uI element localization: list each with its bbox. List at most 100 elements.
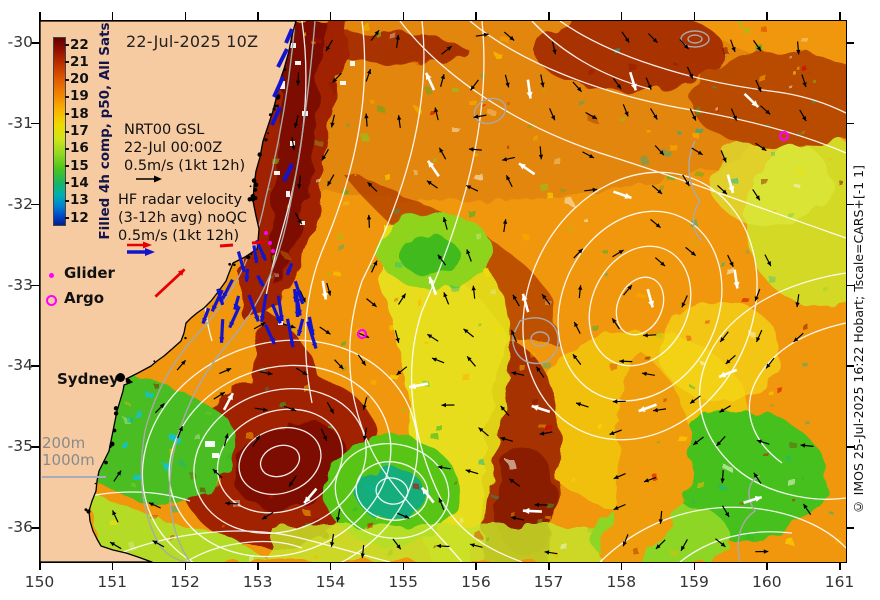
- colorbar-tick: [65, 217, 69, 219]
- y-tick: [31, 365, 39, 367]
- x-tick: [693, 562, 696, 570]
- nrt-line1: NRT00 GSL: [124, 122, 205, 138]
- x-tick-label: 157: [533, 573, 564, 591]
- y-tick: [846, 42, 854, 44]
- nrt-annotation: NRT00 GSL 22-Jul 00:00Z 0.5m/s (1kt 12h): [124, 121, 245, 175]
- colorbar-tick: [65, 61, 69, 64]
- argo-marker-icon: [46, 295, 57, 306]
- nrt-line3: 0.5m/s (1kt 12h): [124, 158, 246, 174]
- x-tick: [548, 562, 550, 570]
- glider-marker-icon: [49, 273, 54, 278]
- argo-label: Argo: [64, 289, 105, 307]
- x-tick: [693, 12, 696, 20]
- x-tick: [402, 562, 405, 570]
- x-tick: [257, 12, 259, 20]
- colorbar-tick-label: 12: [70, 209, 89, 226]
- x-tick: [257, 562, 259, 570]
- colorbar-tick: [65, 182, 69, 185]
- x-tick: [766, 12, 768, 20]
- x-tick: [184, 12, 186, 20]
- y-tick-label: -34: [7, 356, 33, 375]
- nrt-line2: 22-Jul 00:00Z: [124, 140, 223, 156]
- x-tick: [475, 562, 477, 570]
- x-tick-label: 159: [679, 573, 709, 591]
- y-tick: [846, 527, 854, 529]
- y-tick-label: -35: [7, 437, 33, 456]
- x-tick-label: 153: [242, 573, 273, 591]
- y-tick: [31, 203, 39, 206]
- colorbar-tick-label: 19: [70, 88, 89, 105]
- x-tick: [39, 12, 41, 20]
- colorbar-title: Filled 4h comp, p50, All Sats: [97, 22, 113, 240]
- x-tick: [475, 12, 477, 20]
- city-dot-icon: [116, 373, 125, 382]
- x-tick: [329, 12, 332, 20]
- x-tick-label: 156: [461, 573, 491, 591]
- hf-line3: 0.5m/s (1kt 12h): [118, 228, 240, 244]
- y-tick-label: -30: [7, 33, 33, 51]
- y-tick: [31, 527, 39, 529]
- y-tick-label: -33: [7, 275, 33, 294]
- y-tick-label: -32: [7, 194, 33, 213]
- depth-200-label: 200m: [42, 434, 86, 452]
- plot-title: 22-Jul-2025 10Z: [126, 32, 259, 51]
- credit-text: © IMOS 25-Jul-2025 16:22 Hobart; Tscale=…: [850, 165, 866, 515]
- x-tick: [620, 562, 623, 570]
- colorbar-tick-label: 13: [70, 192, 89, 209]
- x-tick: [402, 12, 405, 20]
- colorbar-tick: [65, 147, 69, 150]
- y-tick: [31, 284, 39, 286]
- glider-label: Glider: [64, 264, 115, 282]
- colorbar-tick-label: 15: [70, 157, 89, 174]
- colorbar-tick: [65, 165, 69, 168]
- x-tick: [184, 562, 186, 570]
- colorbar-tick-label: 20: [70, 71, 89, 88]
- x-tick: [111, 12, 114, 20]
- colorbar-tick-label: 18: [70, 105, 89, 122]
- x-tick-label: 152: [170, 573, 200, 591]
- y-tick: [31, 42, 39, 44]
- colorbar-tick-label: 21: [70, 53, 89, 70]
- x-tick-label: 154: [315, 573, 346, 591]
- colorbar-tick-label: 16: [70, 140, 89, 157]
- x-tick-label: 160: [752, 573, 782, 591]
- x-tick-label: 150: [24, 573, 55, 591]
- y-tick: [31, 446, 39, 448]
- depth-contour-sample-line: [42, 476, 106, 478]
- hf-annotation: HF radar velocity (3-12h avg) noQC 0.5m/…: [118, 191, 247, 245]
- colorbar-tick: [65, 78, 69, 81]
- map-plot: 22-Jul-2025 10Z 22 21 20 19 18 17 16 15 14 13 12 F…: [39, 20, 847, 563]
- hf-line1: HF radar velocity: [118, 192, 243, 208]
- y-tick: [846, 284, 854, 286]
- y-tick-label: -31: [7, 113, 33, 132]
- y-tick-label: -36: [7, 518, 33, 536]
- x-tick: [548, 12, 550, 20]
- colorbar-tick: [65, 95, 69, 98]
- x-tick-label: 158: [606, 573, 637, 591]
- x-tick: [766, 562, 768, 570]
- y-tick: [846, 446, 854, 448]
- x-tick: [839, 562, 841, 570]
- y-tick: [846, 203, 854, 206]
- nrt-scale-arrow-icon: [136, 175, 162, 183]
- x-tick: [620, 12, 623, 20]
- colorbar: 22 21 20 19 18 17 16 15 14 13 12 Filled 4h comp, p…: [53, 22, 163, 247]
- x-tick: [39, 562, 41, 570]
- y-tick: [31, 122, 39, 125]
- x-tick-label: 151: [97, 573, 127, 591]
- colorbar-tick-label: 17: [70, 123, 89, 139]
- colorbar-tick: [65, 44, 69, 46]
- x-tick: [111, 562, 114, 570]
- x-tick: [839, 12, 841, 20]
- x-tick: [329, 562, 332, 570]
- city-label: Sydney: [57, 370, 119, 388]
- colorbar-tick-label: 22: [70, 36, 89, 53]
- hf-scale-arrows-icon: [127, 241, 155, 256]
- x-tick-label: 155: [388, 573, 418, 591]
- hf-line2: (3-12h avg) noQC: [118, 210, 247, 226]
- colorbar-tick: [65, 199, 69, 202]
- x-tick-label: 161: [824, 573, 855, 591]
- depth-1000-label: 1000m: [42, 451, 95, 469]
- colorbar-tick: [65, 113, 69, 116]
